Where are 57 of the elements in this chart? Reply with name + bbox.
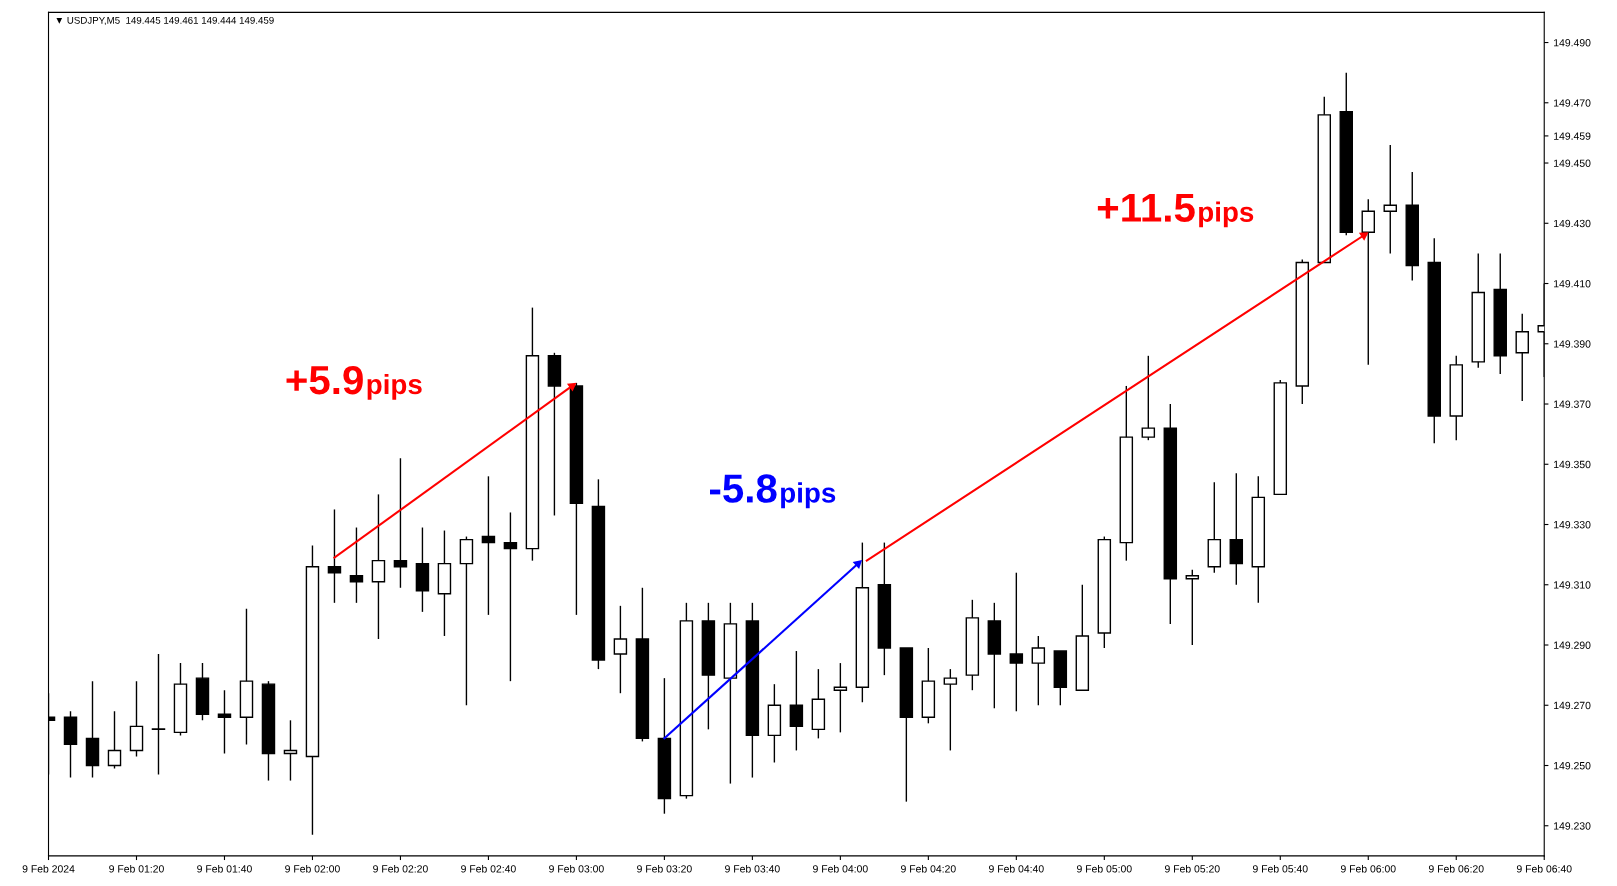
candlestick (1185, 569, 1200, 646)
x-tick-label: 9 Feb 06:00 (1340, 864, 1396, 873)
x-tick-label: 9 Feb 01:40 (197, 864, 252, 873)
point (1358, 232, 1369, 241)
candlestick (393, 457, 408, 589)
x-tick-label: 9 Feb 05:40 (1252, 864, 1308, 873)
candlestick (481, 475, 496, 616)
candlestick (283, 719, 298, 782)
y-tick-label: 149.459 (1554, 132, 1591, 140)
candlestick (1009, 572, 1024, 712)
y-tick-label: 149.230 (1554, 822, 1591, 830)
candlestick (1383, 144, 1398, 255)
y-tick-label: 149.370 (1554, 400, 1591, 408)
x-tick-label: 9 Feb 04:00 (813, 864, 868, 873)
x-tick-label: 9 Feb 06:40 (1516, 864, 1572, 873)
candlestick (1141, 355, 1156, 441)
y-tick-label: 149.410 (1554, 280, 1591, 288)
x-tick-label: 9 Feb 05:00 (1077, 864, 1132, 873)
candlestick (1031, 635, 1046, 706)
x-tick-label: 9 Feb 03:00 (549, 864, 604, 873)
candlestick (349, 526, 364, 604)
point (566, 382, 577, 392)
candlestick (327, 508, 342, 604)
x-tick-label: 9 Feb 01:20 (109, 864, 164, 873)
y-tick-label: 149.250 (1554, 762, 1591, 770)
y-tick-label: 149.470 (1554, 99, 1591, 107)
y-tick-label: 149.350 (1554, 460, 1591, 469)
x-tick-label: 9 Feb 04:20 (901, 864, 956, 873)
x-tick-label: 9 Feb 03:20 (637, 864, 692, 873)
x-tick-label: 9 Feb 03:40 (725, 864, 780, 873)
x-tick-label: 9 Feb 2024 (22, 864, 75, 873)
x-tick-label: 9 Feb 06:20 (1428, 864, 1484, 873)
candlestick (789, 650, 804, 752)
x-tick-label: 9 Feb 02:00 (285, 864, 340, 873)
candlestick (371, 493, 386, 640)
y-tick-label: 149.450 (1554, 159, 1591, 167)
candlestick (503, 511, 518, 682)
y-tick-label: 149.430 (1554, 219, 1591, 228)
y-tick-label: 149.310 (1554, 581, 1591, 589)
candlestick (1515, 312, 1529, 402)
y-tick-label: 149.270 (1554, 701, 1591, 710)
candlestick (107, 710, 122, 770)
point (852, 559, 863, 570)
y-tick-label: 149.330 (1554, 521, 1591, 529)
candlestick (943, 668, 958, 752)
x-tick-label: 9 Feb 04:40 (989, 864, 1044, 873)
y-tick-label: 149.390 (1554, 340, 1591, 348)
y-tick-label: 149.490 (1554, 39, 1591, 47)
y-tick-label: 149.290 (1554, 641, 1591, 649)
chart-title: ▼ USDJPY,M5 149.445 149.461 149.444 149.459 (56, 16, 274, 25)
candlestick (833, 662, 848, 734)
candlestick (613, 605, 628, 694)
x-tick-label: 9 Feb 05:20 (1164, 864, 1220, 873)
candlestick (151, 653, 166, 776)
x-tick-label: 9 Feb 02:40 (461, 864, 516, 873)
x-tick-label: 9 Feb 02:20 (373, 864, 428, 873)
candlestick (217, 689, 232, 755)
